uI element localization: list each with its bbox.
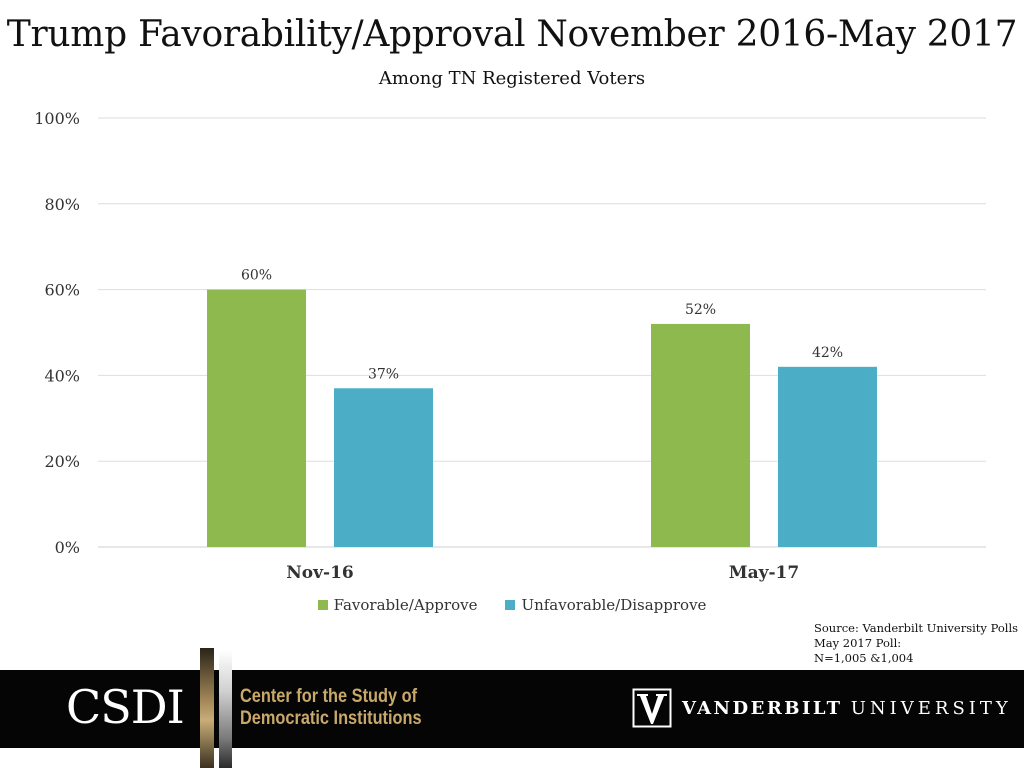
legend-item-unfavorable: Unfavorable/Disapprove: [505, 596, 706, 614]
logo-silver-bar: [219, 650, 232, 768]
y-tick-label: 0%: [55, 538, 80, 557]
y-tick-label: 40%: [44, 366, 80, 385]
legend-swatch-favorable: [317, 600, 328, 610]
chart-subtitle: Among TN Registered Voters: [378, 68, 646, 89]
csdi-name-line1: Center for the Study of: [240, 686, 418, 707]
y-tick-label: 20%: [44, 452, 80, 471]
bar-unfavorable-may-17: [778, 366, 877, 547]
data-label: 52%: [685, 302, 716, 318]
bar-favorable-may-17: [651, 323, 750, 547]
footer-banner: [0, 670, 1024, 748]
y-axis-labels: 0% 20% 40% 60% 80% 100%: [34, 109, 80, 557]
data-label: 42%: [812, 345, 843, 361]
vanderbilt-wordmark: VANDERBILT UNIVERSITY: [682, 698, 1012, 719]
bar-unfavorable-nov-16: [334, 388, 433, 547]
csdi-name-line2: Democratic Institutions: [240, 708, 422, 729]
legend-swatch-unfavorable: [505, 600, 516, 610]
source-line: May 2017 Poll:: [814, 636, 902, 650]
y-tick-label: 80%: [44, 195, 80, 214]
data-label: 60%: [241, 268, 272, 284]
x-axis-labels: Nov-16 May-17: [286, 563, 799, 583]
csdi-logo: CSDI: [66, 680, 185, 734]
legend: Favorable/Approve Unfavorable/Disapprove: [0, 596, 1024, 614]
bar-favorable-nov-16: [207, 289, 306, 547]
legend-label-unfavorable: Unfavorable/Disapprove: [521, 596, 707, 614]
source-line: N=1,005 &1,004: [814, 651, 914, 665]
chart-title: Trump Favorability/Approval November 201…: [6, 14, 1018, 55]
legend-item-favorable: Favorable/Approve: [317, 596, 478, 614]
category-label: May-17: [729, 563, 799, 583]
y-tick-label: 100%: [34, 109, 80, 128]
source-line: Source: Vanderbilt University Polls: [814, 621, 1019, 635]
data-labels: 60% 37% 52% 42%: [241, 268, 843, 383]
university-word: UNIVERSITY: [850, 698, 1012, 719]
vanderbilt-v-oak-leaf-icon: [632, 688, 672, 728]
footer-stripe: [0, 748, 1024, 768]
source-note: Source: Vanderbilt University Polls May …: [814, 621, 1019, 666]
category-label: Nov-16: [286, 563, 353, 583]
csdi-full-name: Center for the Study of Democratic Insti…: [240, 686, 422, 730]
bars: [207, 289, 877, 547]
logo-gold-bar: [200, 648, 214, 768]
bar-chart: 0% 20% 40% 60% 80% 100% 60% 37% 52% 42% Nov-16 Ma…: [34, 109, 986, 583]
vanderbilt-word: VANDERBILT: [682, 698, 843, 719]
legend-label-favorable: Favorable/Approve: [333, 596, 478, 614]
data-label: 37%: [368, 366, 399, 382]
y-tick-label: 60%: [44, 281, 80, 300]
